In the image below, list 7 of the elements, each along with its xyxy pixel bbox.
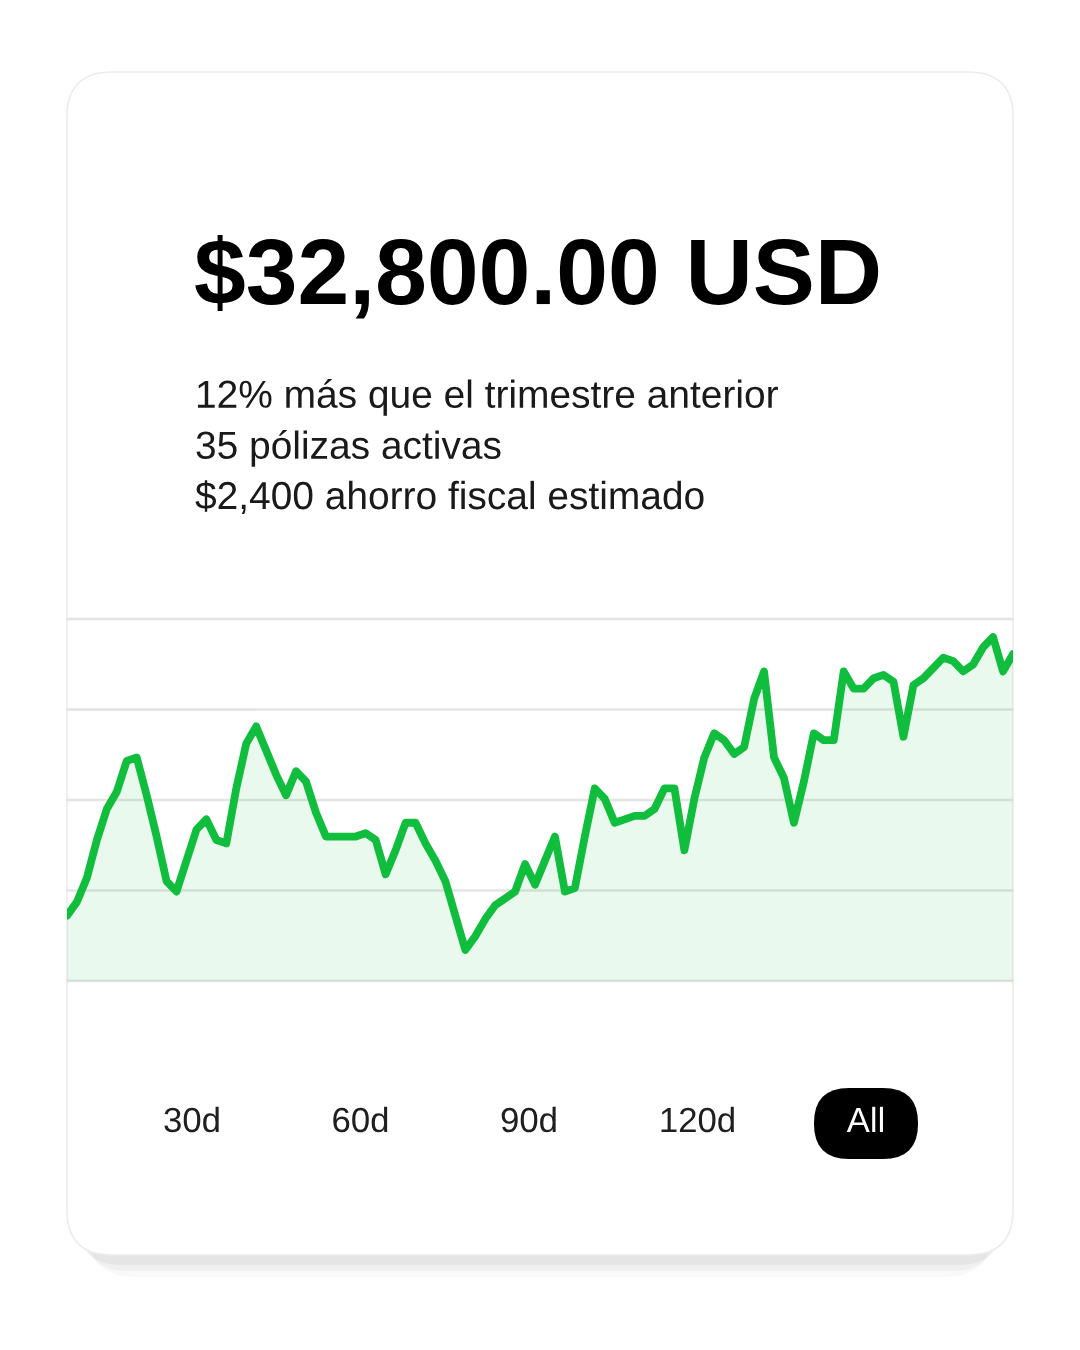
text: 90d bbox=[501, 1106, 556, 1133]
text: 30d bbox=[164, 1106, 219, 1133]
chart-subtitle: 12% más que el trimestre anterior 35 pólizas activas $2,400 ahorro fiscal estimado bbox=[195, 379, 778, 514]
chart-title: $32,800.00 USD bbox=[195, 235, 879, 319]
text: 60d bbox=[333, 1106, 388, 1133]
text: All bbox=[846, 1106, 883, 1132]
text: 120d bbox=[661, 1106, 734, 1133]
